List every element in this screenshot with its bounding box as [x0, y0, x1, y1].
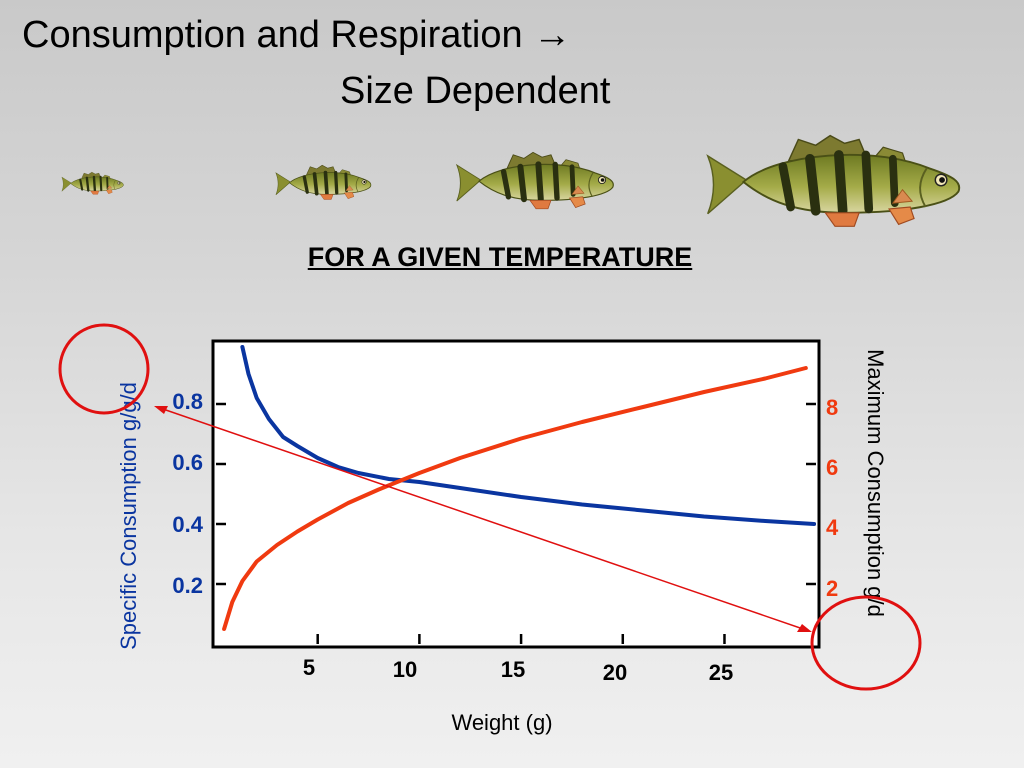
series-maximum-consumption-line [222, 366, 808, 631]
slide-title-line-1: Consumption and Respiration → [22, 14, 572, 56]
slide-title-line-2: Size Dependent [340, 70, 611, 112]
chart-subtitle: FOR A GIVEN TEMPERATURE [307, 242, 693, 272]
y-left-tick-label-0.4: 0.4 [172, 512, 203, 537]
x-tick-label-10: 10 [393, 657, 417, 682]
annotation-circle-left [58, 323, 150, 415]
fish-medium-large-icon [457, 152, 614, 208]
y-axis-left-title: Specific Consumption g/g/d [116, 382, 141, 650]
y-axis-right-title: Maximum Consumption g/d [863, 349, 888, 617]
annotation-circle-right [810, 595, 922, 691]
y-right-tick-label-2: 2 [826, 576, 838, 601]
fish-small-icon [60, 170, 125, 196]
x-tick-label-25: 25 [709, 660, 733, 685]
x-tick-label-15: 15 [501, 657, 525, 682]
fish-medium-small-icon [273, 163, 373, 202]
y-left-tick-label-0.8: 0.8 [172, 389, 203, 414]
plot-area [211, 339, 821, 649]
fish-large-icon [708, 136, 960, 227]
y-right-tick-label-6: 6 [826, 455, 838, 480]
tick-marks [216, 402, 816, 644]
annotation-double-arrow [154, 406, 812, 632]
x-axis-title: Weight (g) [451, 710, 552, 735]
series-specific-consumption-line [240, 345, 816, 526]
y-right-tick-label-8: 8 [826, 395, 838, 420]
y-right-tick-label-4: 4 [826, 515, 839, 540]
y-left-tick-label-0.2: 0.2 [172, 573, 203, 598]
x-tick-label-5: 5 [303, 655, 315, 680]
x-tick-label-20: 20 [603, 660, 627, 685]
y-left-tick-label-0.6: 0.6 [172, 450, 203, 475]
